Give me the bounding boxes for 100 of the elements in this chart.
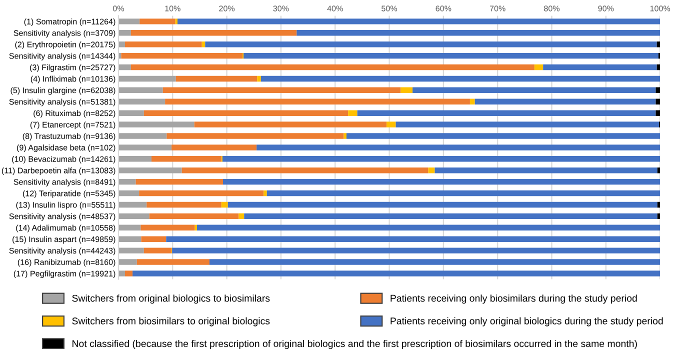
bar <box>244 213 658 220</box>
bar <box>118 190 140 196</box>
y-tick-label: (7) Etanercept (n=7521) <box>30 122 116 130</box>
bar <box>346 133 660 139</box>
bar <box>543 64 657 70</box>
bar <box>182 168 428 174</box>
bar <box>144 248 172 254</box>
x-tick-label: 30% <box>273 6 289 12</box>
bar <box>172 144 257 150</box>
y-tick-label: (16) Ranibizumab (n=8160) <box>18 259 116 267</box>
bar <box>144 110 348 116</box>
bar <box>152 156 222 162</box>
bar <box>209 259 660 265</box>
bar <box>396 122 659 128</box>
y-tick-label: (4) Infliximab (n=10136) <box>30 76 116 84</box>
x-tick-label: 10% <box>165 6 180 12</box>
bar <box>118 224 141 231</box>
y-tick-label: (14) Adalimumab (n=10558) <box>16 224 116 232</box>
y-tick-label: Sensitivity analysis (n=8491) <box>14 178 116 186</box>
bar <box>176 76 258 82</box>
bar <box>118 168 182 174</box>
legend-label: Switchers from biosimilars to original biologics <box>72 317 270 326</box>
y-tick-label: (3) Filgrastim (n=25727) <box>30 64 116 72</box>
bar <box>118 98 166 104</box>
y-tick-label: (13) Insulin lispro (n=55511) <box>16 202 116 210</box>
bar <box>357 110 656 116</box>
bar <box>221 202 228 208</box>
x-tick-label: 100% <box>650 6 670 12</box>
x-tick-label: 20% <box>219 6 235 12</box>
bar <box>136 178 224 185</box>
legend-label: Patients receiving only original biologics during the study period <box>390 317 663 326</box>
bar <box>141 236 166 242</box>
bar <box>124 270 133 276</box>
x-tick-label: 90% <box>598 6 614 12</box>
legend-label: Not classified (because the first prescription of original biologics and the first prescription of biosimilars occurred in the same month) <box>72 340 637 349</box>
bar <box>118 213 150 220</box>
bar <box>136 259 210 265</box>
x-tick-label: 40% <box>327 6 343 12</box>
x-tick-label: 0% <box>112 6 124 12</box>
bar <box>534 64 544 70</box>
bar <box>149 213 239 220</box>
y-tick-label: (17) Pegfilgrastim (n=19921) <box>14 270 116 278</box>
bar <box>118 236 142 242</box>
bar <box>244 52 658 59</box>
bar <box>470 98 475 104</box>
y-tick-label: (10) Bevacizumab (n=14261) <box>12 156 116 164</box>
bar <box>428 168 435 174</box>
bar <box>130 64 534 70</box>
bar <box>118 30 131 36</box>
y-tick-label: Sensitivity analysis (n=48537) <box>9 213 116 221</box>
bar <box>118 110 144 116</box>
bar <box>197 224 660 231</box>
bar <box>386 122 396 128</box>
bar <box>260 76 660 82</box>
y-tick-label: (2) Erythropoietin (n=20175) <box>15 41 116 49</box>
x-tick-label: 80% <box>544 6 560 12</box>
y-tick-label: Sensitivity analysis (n=3709) <box>14 30 116 38</box>
bar <box>656 98 660 104</box>
bar <box>400 87 413 94</box>
bar <box>194 122 387 128</box>
bar <box>118 18 140 24</box>
bar <box>118 156 152 162</box>
bar <box>165 98 470 104</box>
bar <box>222 156 660 162</box>
y-tick-label: Sensitivity analysis (n=51381) <box>9 98 116 106</box>
bar <box>124 41 202 48</box>
y-tick-label: (9) Agalsidase beta (n=102) <box>17 144 116 152</box>
bar <box>118 144 172 150</box>
bar <box>130 30 297 36</box>
bar <box>162 87 401 94</box>
bar <box>146 202 222 208</box>
y-tick-label: (11) Darbepoetin alfa (n=13083) <box>2 167 116 175</box>
bar <box>166 133 344 139</box>
bar <box>348 110 358 116</box>
bar <box>140 224 195 231</box>
y-tick-label: (5) Insulin glargine (n=62038) <box>10 87 116 95</box>
bar <box>118 259 137 265</box>
bar <box>118 64 131 70</box>
x-tick-label: 50% <box>382 6 398 12</box>
legend-label: Patients receiving only biosimilars during the study period <box>390 294 637 304</box>
bar <box>118 87 163 94</box>
x-tick-label: 70% <box>490 6 506 12</box>
bar <box>139 190 264 196</box>
y-tick-label: (12) Teriparatide (n=5345) <box>22 190 116 198</box>
bar <box>656 110 660 116</box>
y-tick-label: (15) Insulin aspart (n=49859) <box>12 236 116 244</box>
bar <box>118 76 176 82</box>
bar <box>118 248 144 254</box>
y-tick-label: (8) Trastuzumab (n=9136) <box>22 133 116 141</box>
bar <box>296 30 660 36</box>
bar <box>257 76 261 82</box>
y-tick-label: Sensitivity analysis (n=44243) <box>9 248 116 256</box>
bar <box>238 213 244 220</box>
bar <box>121 52 242 59</box>
bar <box>118 178 136 185</box>
legend-label: Switchers from original biologics to biosimilars <box>72 294 270 304</box>
bar <box>256 144 660 150</box>
bar <box>205 41 657 48</box>
bar <box>166 236 660 242</box>
x-tick-label: 60% <box>436 6 452 12</box>
